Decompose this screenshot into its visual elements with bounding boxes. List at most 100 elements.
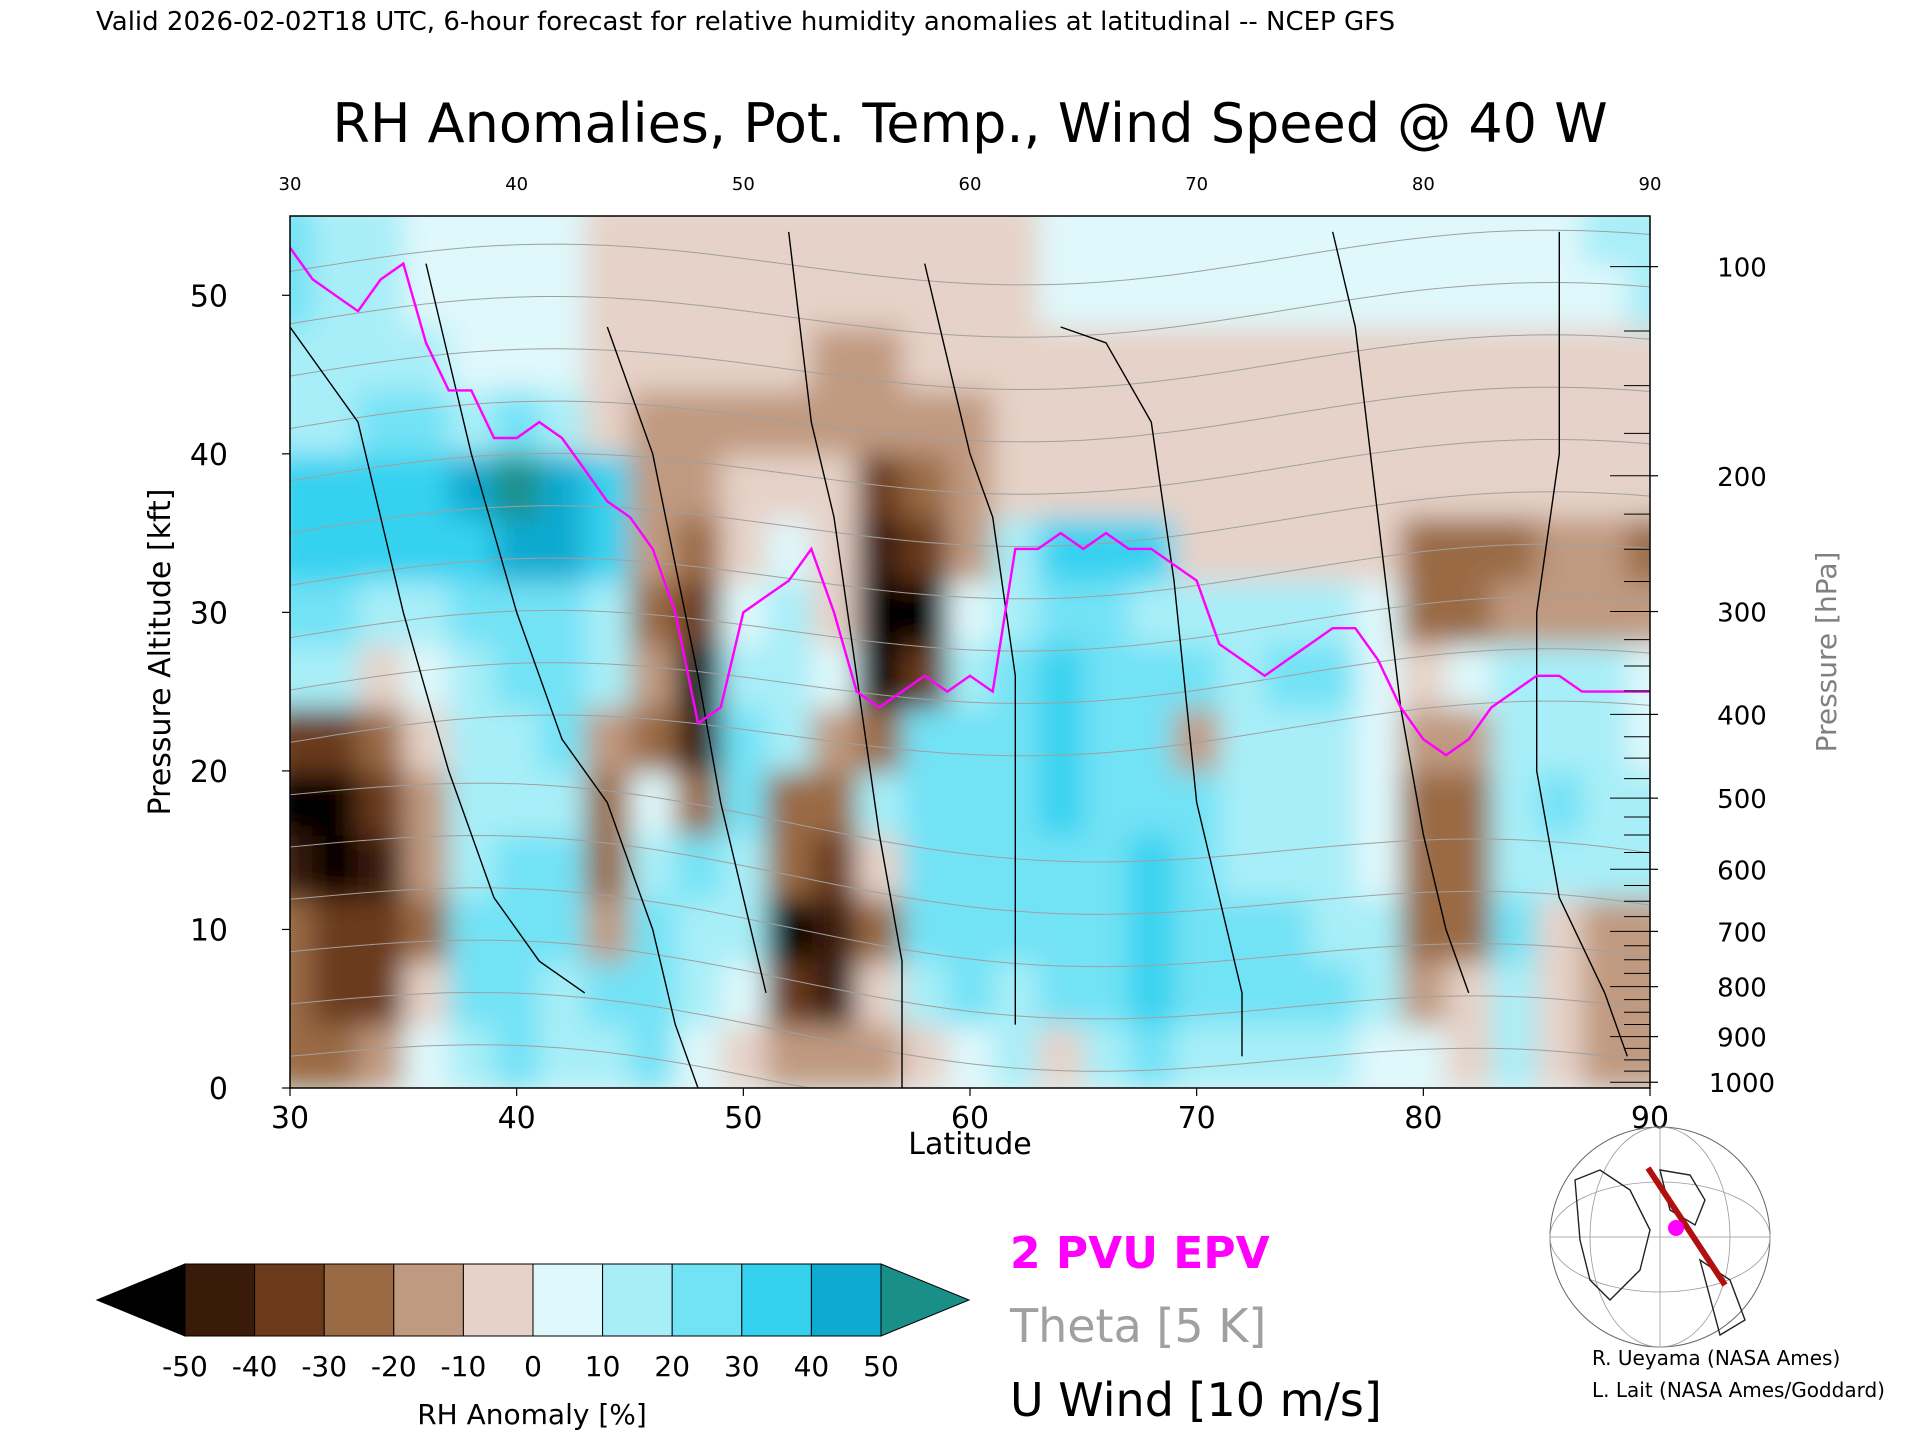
heatmap-cell <box>992 390 1039 455</box>
heatmap-cell <box>811 834 858 899</box>
heatmap-cell <box>947 1024 994 1088</box>
heatmap-cell <box>358 834 405 899</box>
x-tick-label: 40 <box>498 1101 536 1136</box>
heatmap-cell <box>1627 390 1650 455</box>
heatmap-cell <box>1128 897 1175 963</box>
heatmap-cell <box>1400 1024 1447 1088</box>
heatmap-cell <box>902 1024 949 1088</box>
heatmap-cell <box>1536 770 1583 836</box>
colorbar-cell <box>254 1263 325 1337</box>
heatmap-cell <box>902 707 949 772</box>
heatmap-cell <box>1310 263 1357 328</box>
heatmap-cell <box>1219 390 1266 455</box>
heatmap-cell <box>312 897 359 963</box>
heatmap-cell <box>358 263 405 328</box>
x-tick-label: 60 <box>951 1101 989 1136</box>
heatmap-cell <box>539 644 586 709</box>
heatmap-cell <box>1355 580 1402 646</box>
heatmap-cell <box>1355 326 1402 392</box>
heatmap-cell <box>1219 707 1266 772</box>
heatmap-cell <box>403 770 450 836</box>
y-tick-label-right: 1000 <box>1709 1069 1775 1099</box>
y-tick-label-left: 50 <box>190 279 228 314</box>
heatmap-cell <box>290 961 314 1026</box>
heatmap-cell <box>720 453 767 519</box>
heatmap-cell <box>992 216 1039 265</box>
heatmap-cell <box>403 390 450 455</box>
heatmap-cell <box>1128 707 1175 772</box>
heatmap-cell <box>1038 216 1085 265</box>
heatmap-cell <box>720 834 767 899</box>
heatmap-cell <box>720 216 767 265</box>
heatmap-cell <box>856 770 903 836</box>
colorbar-cell <box>671 1263 743 1337</box>
heatmap-cell <box>1264 517 1311 582</box>
heatmap-cell <box>1219 517 1266 582</box>
heatmap-cell <box>539 580 586 646</box>
y-tick-label-right: 900 <box>1717 1024 1767 1054</box>
legend: 2 PVU EPV Theta [5 K] U Wind [10 m/s] <box>1009 1228 1382 1427</box>
y-tick-label-left: 30 <box>190 596 228 631</box>
heatmap-cell <box>811 216 858 265</box>
heatmap-cell <box>1400 770 1447 836</box>
heatmap-cell <box>1264 263 1311 328</box>
heatmap-cell <box>1219 580 1266 646</box>
heatmap-cell <box>902 453 949 519</box>
heatmap-cell <box>1536 961 1583 1026</box>
heatmap-cell <box>947 580 994 646</box>
x-axis-label: Latitude <box>908 1127 1031 1162</box>
heatmap-cell <box>539 517 586 582</box>
heatmap-cell <box>290 834 314 899</box>
heatmap-cell <box>358 326 405 392</box>
heatmap-cell <box>675 216 722 265</box>
heatmap-cell <box>1355 216 1402 265</box>
heatmap-cell <box>720 390 767 455</box>
heatmap-cell <box>290 580 314 646</box>
heatmap-cell <box>630 580 677 646</box>
locator-map <box>1549 1126 1771 1348</box>
heatmap-cell <box>1446 834 1493 899</box>
heatmap-cell <box>1264 216 1311 265</box>
heatmap-cell <box>675 517 722 582</box>
heatmap-cell <box>358 390 405 455</box>
theta-contour <box>290 439 1650 495</box>
heatmap-cell <box>1491 326 1538 392</box>
y-tick-label-right: 400 <box>1717 701 1767 731</box>
heatmap-cell <box>1128 216 1175 265</box>
heatmap-cell <box>584 453 631 519</box>
heatmap-cell <box>448 770 495 836</box>
heatmap-cell <box>1310 216 1357 265</box>
heatmap-cell <box>1582 453 1629 519</box>
heatmap-cell <box>856 707 903 772</box>
heatmap-cell <box>1219 834 1266 899</box>
heatmap-cell <box>856 263 903 328</box>
colorbar-cell <box>462 1263 534 1337</box>
u-wind-contours <box>290 231 1628 1088</box>
heatmap-cell <box>312 707 359 772</box>
heatmap-cell <box>1264 1024 1311 1088</box>
heatmap-cell <box>1083 1024 1130 1088</box>
heatmap-cell <box>1582 644 1629 709</box>
heatmap-cell <box>403 580 450 646</box>
heatmap-cell <box>494 707 541 772</box>
x-tick-label-top: 60 <box>959 174 982 195</box>
heatmap-cell <box>947 961 994 1026</box>
heatmap-cell <box>358 897 405 963</box>
colorbar-extend-high <box>880 1263 971 1337</box>
heatmap-cell <box>1446 770 1493 836</box>
heatmap-cell <box>766 644 813 709</box>
map-coastline <box>1698 1258 1746 1337</box>
heatmap-cell <box>1627 326 1650 392</box>
heatmap-cell <box>1627 216 1650 265</box>
heatmap-cell <box>1310 707 1357 772</box>
colorbar-cell <box>184 1263 256 1337</box>
colorbar-tick-label: -10 <box>441 1350 487 1383</box>
heatmap-cell <box>947 517 994 582</box>
x-tick-label: 30 <box>271 1101 309 1136</box>
heatmap-cell <box>947 707 994 772</box>
heatmap-cell <box>1536 834 1583 899</box>
heatmap-cell <box>448 517 495 582</box>
heatmap-cell <box>1627 770 1650 836</box>
y-tick-label-left: 0 <box>209 1072 228 1107</box>
heatmap-cell <box>1128 263 1175 328</box>
